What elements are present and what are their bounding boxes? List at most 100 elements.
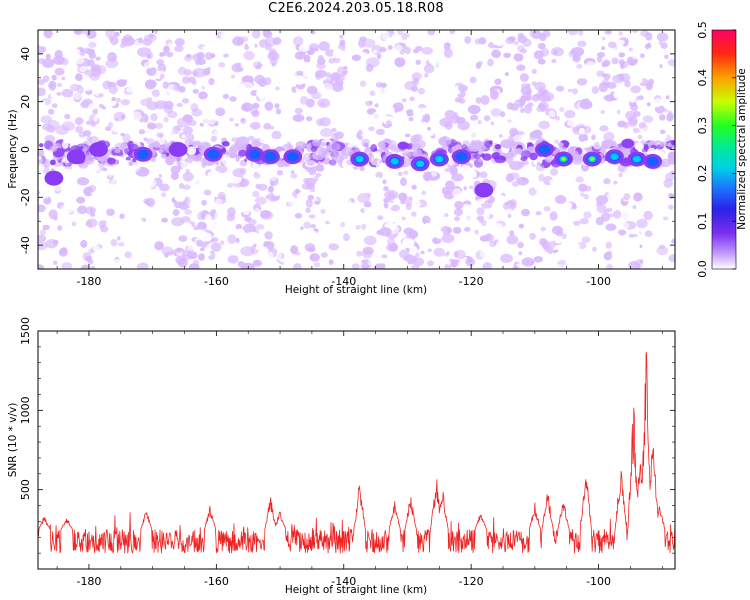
heatmap-speckle bbox=[557, 30, 570, 39]
heatmap-speckle bbox=[480, 248, 489, 259]
heatmap-speckle bbox=[163, 104, 173, 114]
x-tick-label: -160 bbox=[204, 575, 229, 588]
heatmap-speckle bbox=[382, 179, 387, 185]
heatmap-speckle bbox=[564, 109, 576, 119]
heatmap-speckle bbox=[420, 118, 425, 123]
heatmap-speckle bbox=[391, 34, 397, 38]
heatmap-speckle bbox=[136, 206, 141, 211]
heatmap-speckle bbox=[38, 159, 44, 164]
heatmap-speckle bbox=[496, 241, 501, 246]
heatmap-speckle bbox=[107, 122, 114, 128]
heatmap-speckle bbox=[608, 33, 618, 44]
heatmap-speckle bbox=[146, 68, 153, 75]
heatmap-speckle bbox=[171, 217, 184, 227]
heatmap-speckle bbox=[230, 175, 242, 184]
heatmap-speckle bbox=[576, 64, 583, 69]
heatmap-speckle bbox=[662, 216, 669, 221]
heatmap-speckle bbox=[106, 208, 115, 216]
heatmap-speckle bbox=[592, 187, 605, 198]
heatmap-hotspot bbox=[429, 151, 449, 167]
heatmap-speckle bbox=[84, 155, 95, 165]
heatmap-speckle bbox=[194, 82, 205, 91]
heatmap-speckle bbox=[285, 102, 294, 108]
heatmap-speckle bbox=[512, 265, 519, 269]
colorbar-ticks: 0.0 0.1 0.2 0.3 0.4 0.5 bbox=[696, 21, 736, 278]
heatmap-speckle bbox=[238, 149, 247, 157]
heatmap-speckle bbox=[267, 252, 274, 260]
heatmap-speckle bbox=[99, 177, 109, 187]
heatmap-speckle bbox=[441, 88, 447, 95]
heatmap-speckle bbox=[450, 62, 461, 73]
heatmap-speckle bbox=[666, 66, 675, 77]
y-tick-label: 500 bbox=[19, 479, 32, 500]
heatmap-speckle bbox=[307, 38, 314, 44]
heatmap-speckle bbox=[578, 133, 589, 143]
heatmap-speckle bbox=[308, 214, 316, 219]
heatmap-speckle bbox=[540, 89, 549, 95]
heatmap-speckle bbox=[310, 145, 318, 153]
heatmap-speckle bbox=[534, 182, 547, 192]
heatmap-speckle bbox=[63, 231, 74, 238]
heatmap-speckle bbox=[639, 53, 646, 58]
heatmap-speckle bbox=[491, 49, 501, 59]
heatmap-speckle bbox=[638, 184, 646, 190]
heatmap-speckle bbox=[454, 249, 466, 260]
heatmap-speckle bbox=[556, 96, 565, 106]
heatmap-speckle bbox=[399, 249, 410, 259]
heatmap-speckle bbox=[188, 263, 200, 269]
heatmap-speckle bbox=[328, 58, 335, 64]
heatmap-speckle bbox=[632, 204, 637, 210]
heatmap-speckle bbox=[512, 134, 524, 143]
heatmap-speckle bbox=[229, 117, 234, 122]
heatmap-speckle bbox=[531, 30, 542, 40]
heatmap-speckle bbox=[124, 148, 134, 155]
heatmap-speckle bbox=[88, 103, 97, 111]
heatmap-speckle bbox=[136, 47, 152, 57]
heatmap-speckle bbox=[355, 224, 361, 230]
heatmap-speckle bbox=[315, 164, 325, 172]
heatmap-speckle bbox=[584, 47, 591, 52]
heatmap-speckle bbox=[114, 148, 121, 154]
heatmap-speckle bbox=[253, 208, 261, 217]
heatmap-speckle bbox=[512, 75, 523, 82]
spectrogram-y-ticks: -40 -20 0 20 40 bbox=[19, 29, 675, 270]
heatmap-speckle bbox=[550, 47, 564, 57]
heatmap-speckle bbox=[42, 123, 53, 131]
heatmap-speckle bbox=[668, 254, 675, 263]
heatmap-speckle bbox=[291, 86, 297, 93]
heatmap-speckle bbox=[632, 30, 638, 33]
heatmap-speckle bbox=[504, 93, 511, 98]
y-tick-label: 0 bbox=[19, 146, 32, 153]
heatmap-speckle bbox=[272, 37, 282, 45]
heatmap-speckle bbox=[449, 30, 456, 35]
heatmap-speckle bbox=[333, 196, 343, 207]
heatmap-speckle bbox=[259, 210, 272, 219]
heatmap-speckle bbox=[269, 125, 275, 130]
heatmap-speckle bbox=[508, 152, 515, 157]
heatmap-speckle bbox=[476, 207, 485, 216]
colorbar-tick-label: 0.4 bbox=[696, 69, 709, 87]
heatmap-speckle bbox=[617, 120, 627, 128]
heatmap-speckle bbox=[408, 230, 419, 239]
heatmap-speckle bbox=[182, 76, 191, 84]
heatmap-speckle bbox=[261, 246, 269, 255]
heatmap-speckle bbox=[451, 173, 464, 182]
heatmap-speckle bbox=[556, 230, 564, 237]
heatmap-speckle bbox=[45, 53, 51, 60]
heatmap-speckle bbox=[143, 137, 148, 142]
heatmap-speckle bbox=[585, 61, 596, 71]
heatmap-speckle bbox=[72, 232, 76, 238]
heatmap-speckle bbox=[628, 233, 634, 238]
heatmap-speckle bbox=[149, 190, 156, 196]
heatmap-speckle bbox=[341, 147, 354, 156]
heatmap-speckle bbox=[661, 237, 670, 245]
heatmap-speckle bbox=[314, 207, 321, 213]
heatmap-speckle bbox=[438, 60, 450, 70]
heatmap-speckle bbox=[218, 61, 226, 68]
heatmap-speckle bbox=[383, 186, 389, 192]
heatmap-speckle bbox=[650, 228, 656, 234]
heatmap-speckle bbox=[213, 130, 222, 137]
x-tick-label: -140 bbox=[331, 575, 356, 588]
heatmap-speckle bbox=[263, 241, 269, 246]
heatmap-speckle bbox=[400, 177, 407, 187]
